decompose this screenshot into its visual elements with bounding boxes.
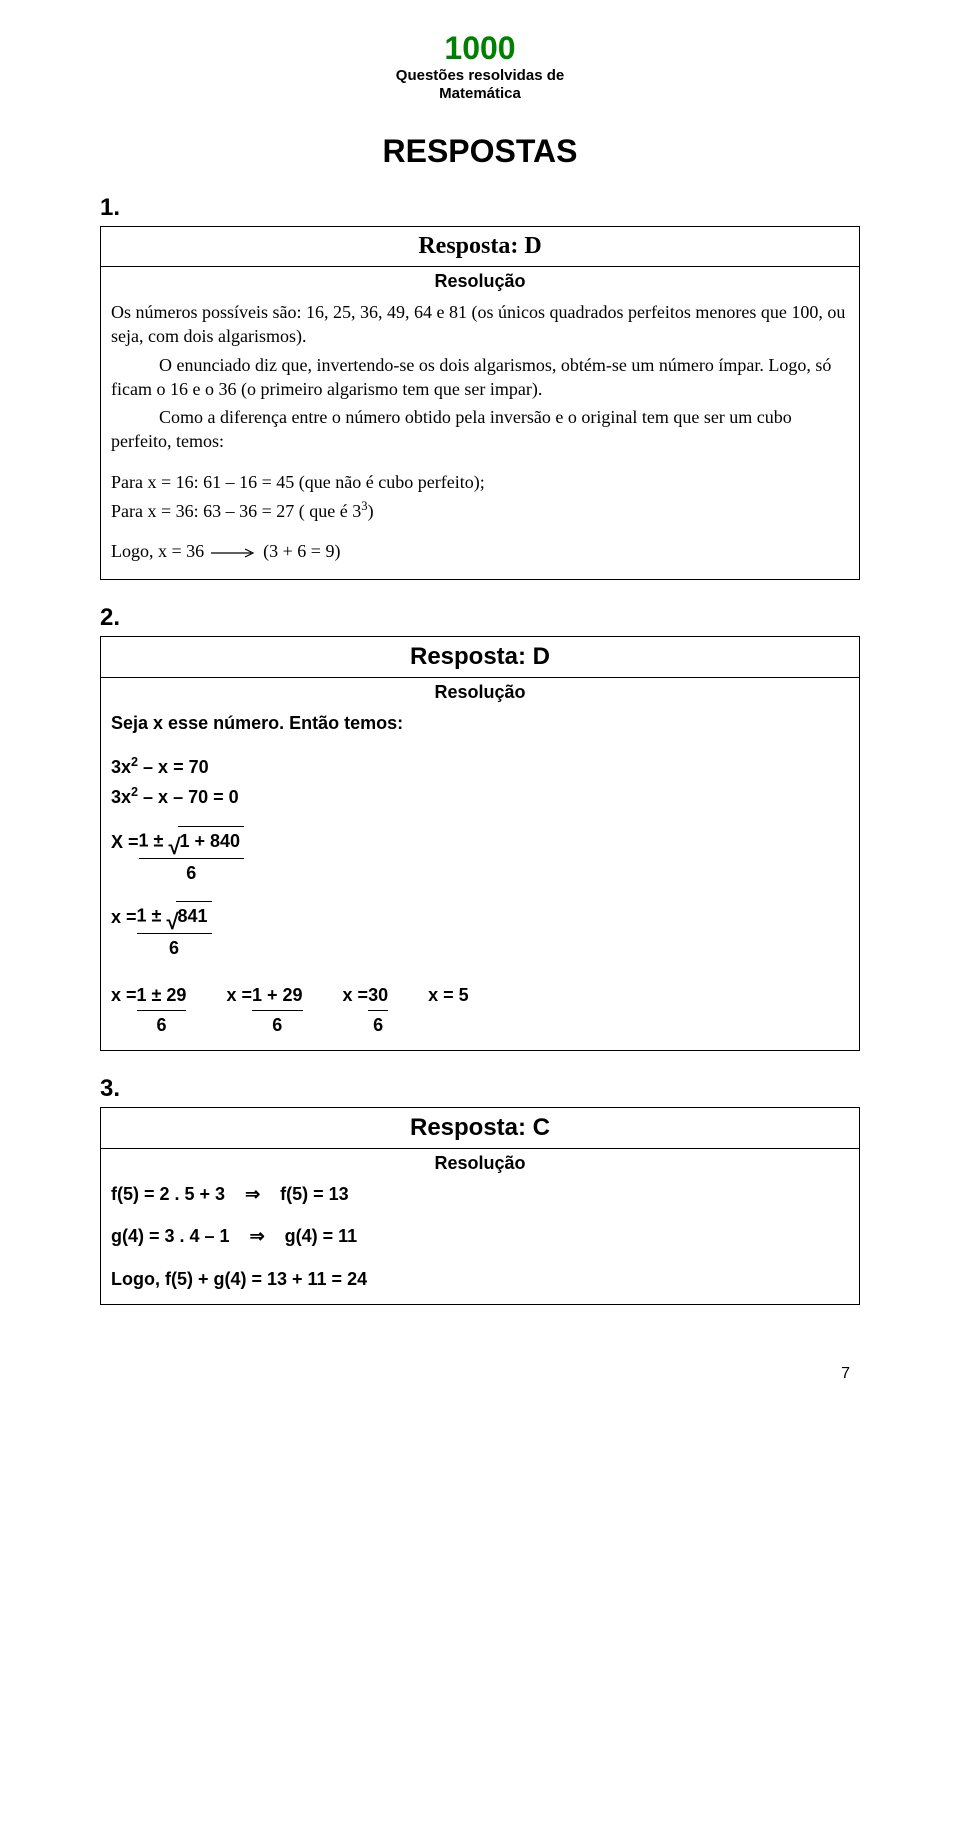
q2-intro: Seja x esse número. Então temos: [111, 709, 849, 738]
q2-solutions-row: x = 1 ± 29 6 x = 1 + 29 6 x = 30 6 [111, 981, 849, 1040]
q1-para1: Os números possíveis são: 16, 25, 36, 49… [111, 300, 849, 349]
q1-para3: Como a diferença entre o número obtido p… [111, 405, 849, 454]
sqrt-icon: √1 + 840 [168, 826, 244, 858]
question-3-number: 3. [100, 1075, 860, 1103]
question-1-resolucao-label: Resolução [101, 267, 859, 296]
question-1-number: 1. [100, 194, 860, 222]
question-2-answer: Resposta: D [101, 637, 859, 678]
q2-frac1: 1 ± √1 + 840 6 [139, 826, 245, 888]
question-2-number: 2. [100, 604, 860, 632]
section-title: RESPOSTAS [100, 133, 860, 170]
sqrt-icon: √841 [166, 901, 211, 933]
question-2-box: Resposta: D Resolução Seja x esse número… [100, 636, 860, 1050]
question-2-resolucao-label: Resolução [101, 678, 859, 707]
q1-para5: Para x = 36: 63 – 36 = 27 ( que é 33) [111, 498, 849, 523]
q2-sol3: x = 30 6 [343, 981, 389, 1040]
question-1-content: Os números possíveis são: 16, 25, 36, 49… [101, 296, 859, 579]
question-3-answer: Resposta: C [101, 1108, 859, 1149]
header-1000: 1000 [100, 30, 860, 67]
q1-p6b: (3 + 6 = 9) [263, 541, 340, 561]
q3-line1: f(5) = 2 . 5 + 3 ⇒ f(5) = 13 [111, 1180, 849, 1209]
q1-para6: Logo, x = 36 (3 + 6 = 9) [111, 539, 849, 565]
implies-icon: ⇒ [245, 1180, 260, 1209]
question-1-answer: Resposta: D [101, 227, 859, 267]
q2-sol4: x = 5 [428, 981, 469, 1010]
question-1-box: Resposta: D Resolução Os números possíve… [100, 226, 860, 580]
q2-frac2: 1 ± √841 6 [137, 901, 212, 963]
q2-sol1: x = 1 ± 29 6 [111, 981, 186, 1040]
q1-p5c: ) [368, 501, 374, 521]
q3-line2: g(4) = 3 . 4 – 1 ⇒ g(4) = 11 [111, 1222, 849, 1251]
question-3-content: f(5) = 2 . 5 + 3 ⇒ f(5) = 13 g(4) = 3 . … [101, 1178, 859, 1304]
implies-icon: ⇒ [250, 1222, 265, 1251]
q1-p6a: Logo, x = 36 [111, 541, 204, 561]
question-2-content: Seja x esse número. Então temos: 3x2 – x… [101, 707, 859, 1049]
q1-p5a: Para x = 36: 63 – 36 = 27 ( que é 3 [111, 501, 361, 521]
header-subtitle-line2: Matemática [100, 85, 860, 103]
q2-eq2: 3x2 – x – 70 = 0 [111, 782, 849, 812]
q1-para4: Para x = 16: 61 – 16 = 45 (que não é cub… [111, 470, 849, 494]
q2-line2: x = 1 ± √841 6 [111, 901, 849, 963]
question-3-resolucao-label: Resolução [101, 1149, 859, 1178]
q2-eq1: 3x2 – x = 70 [111, 752, 849, 782]
page-header: 1000 Questões resolvidas de Matemática [100, 30, 860, 103]
q3-line3: Logo, f(5) + g(4) = 13 + 11 = 24 [111, 1265, 849, 1294]
question-3-box: Resposta: C Resolução f(5) = 2 . 5 + 3 ⇒… [100, 1107, 860, 1305]
header-subtitle-line1: Questões resolvidas de [100, 67, 860, 85]
q2-sol2: x = 1 + 29 6 [226, 981, 302, 1040]
q1-para2: O enunciado diz que, invertendo-se os do… [111, 353, 849, 402]
page-number: 7 [100, 1365, 860, 1383]
arrow-icon [209, 541, 259, 565]
q2-line1: X = 1 ± √1 + 840 6 [111, 826, 849, 888]
